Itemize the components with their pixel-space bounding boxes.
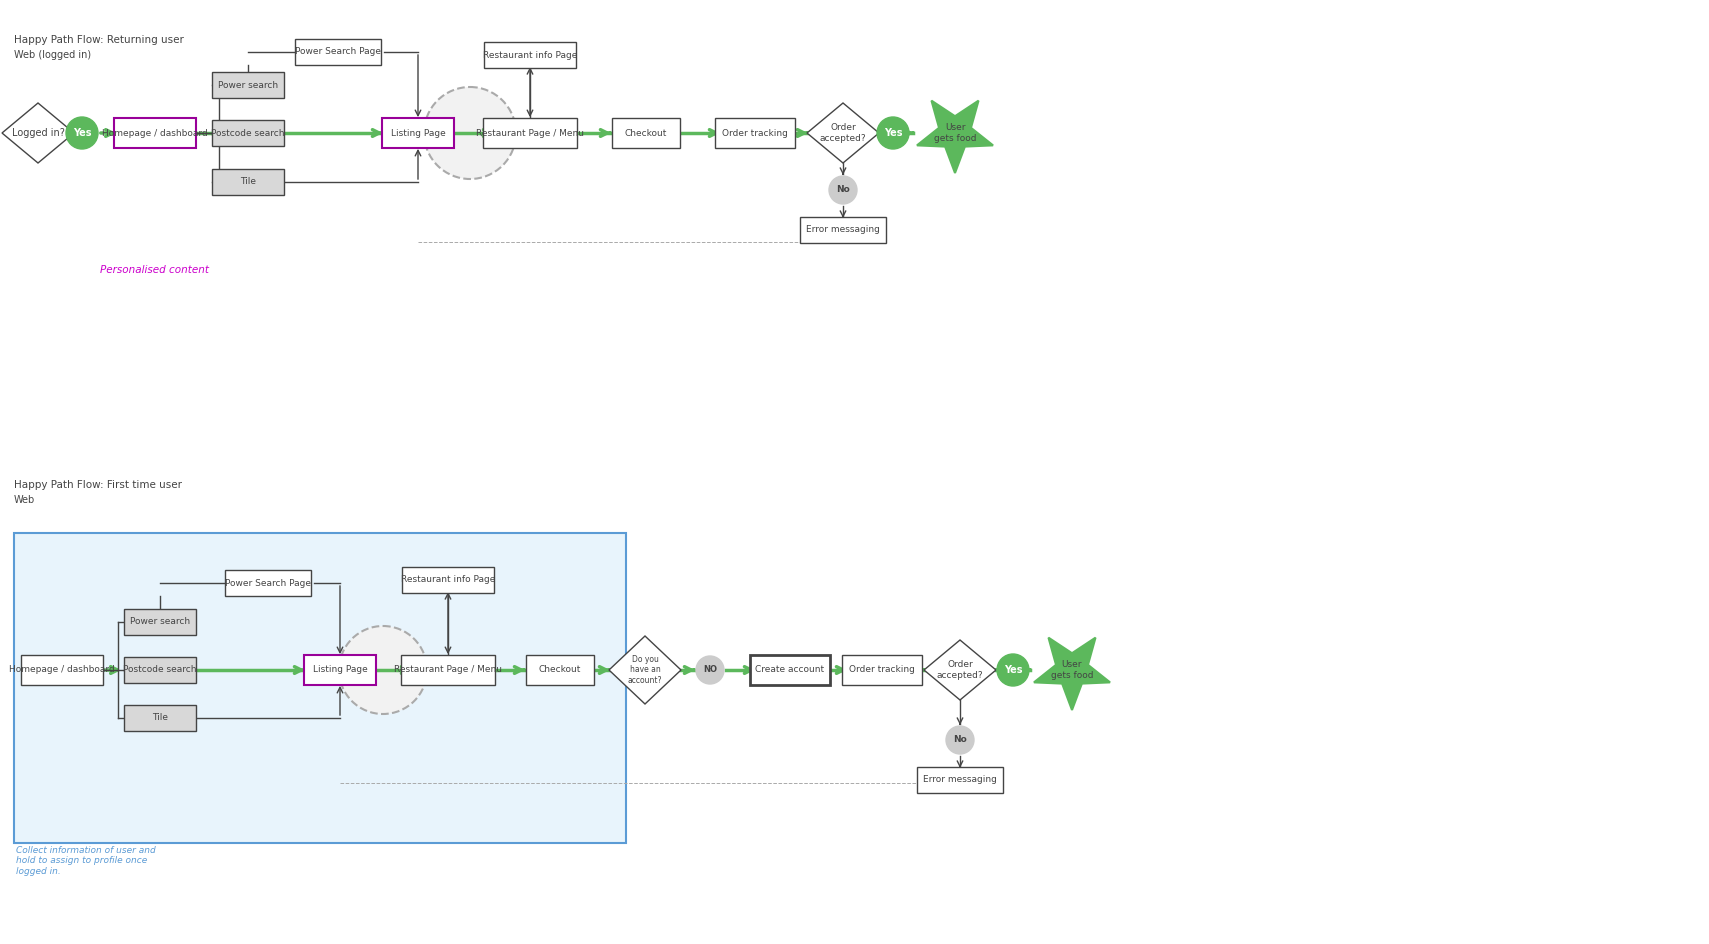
Text: Tile: Tile — [152, 714, 167, 722]
Circle shape — [947, 726, 974, 754]
Text: Yes: Yes — [884, 128, 902, 138]
FancyBboxPatch shape — [484, 118, 578, 148]
Polygon shape — [608, 636, 680, 704]
Polygon shape — [918, 101, 993, 173]
FancyBboxPatch shape — [714, 118, 795, 148]
FancyBboxPatch shape — [800, 217, 885, 243]
Circle shape — [829, 176, 856, 204]
Text: NO: NO — [702, 666, 718, 675]
Text: Checkout: Checkout — [538, 666, 581, 675]
Circle shape — [696, 656, 725, 684]
Text: Listing Page: Listing Page — [313, 666, 367, 675]
Text: Order tracking: Order tracking — [723, 128, 788, 138]
Text: Yes: Yes — [1003, 665, 1022, 675]
Text: Order
accepted?: Order accepted? — [937, 660, 983, 680]
FancyBboxPatch shape — [125, 609, 197, 635]
Text: Restaurant Page / Menu: Restaurant Page / Menu — [477, 128, 584, 138]
FancyBboxPatch shape — [226, 570, 311, 596]
FancyBboxPatch shape — [383, 118, 455, 148]
Text: Postcode search: Postcode search — [212, 128, 285, 138]
Text: Order tracking: Order tracking — [849, 666, 914, 675]
FancyBboxPatch shape — [402, 567, 494, 593]
Text: Power Search Page: Power Search Page — [296, 47, 381, 57]
FancyBboxPatch shape — [125, 657, 197, 683]
Text: Order
accepted?: Order accepted? — [820, 124, 866, 143]
Text: Happy Path Flow: Returning user: Happy Path Flow: Returning user — [14, 35, 185, 45]
Text: Restaurant info Page: Restaurant info Page — [484, 50, 578, 59]
Text: Homepage / dashboard: Homepage / dashboard — [103, 128, 208, 138]
Text: Yes: Yes — [73, 128, 91, 138]
FancyBboxPatch shape — [612, 118, 680, 148]
Text: Web (logged in): Web (logged in) — [14, 50, 91, 60]
FancyBboxPatch shape — [212, 72, 284, 98]
Polygon shape — [807, 103, 878, 163]
Text: User
gets food: User gets food — [1051, 660, 1094, 680]
Text: Do you
have an
account?: Do you have an account? — [627, 655, 663, 685]
Circle shape — [424, 87, 516, 179]
Text: Power Search Page: Power Search Page — [226, 579, 311, 587]
FancyBboxPatch shape — [125, 705, 197, 731]
Text: Create account: Create account — [755, 666, 824, 675]
FancyBboxPatch shape — [526, 655, 595, 685]
Text: Error messaging: Error messaging — [923, 776, 996, 784]
Text: Restaurant Page / Menu: Restaurant Page / Menu — [395, 666, 502, 675]
Text: Restaurant info Page: Restaurant info Page — [402, 576, 496, 584]
Polygon shape — [2, 103, 73, 163]
FancyBboxPatch shape — [212, 169, 284, 195]
Text: Collect information of user and
hold to assign to profile once
logged in.: Collect information of user and hold to … — [15, 846, 156, 876]
Text: Homepage / dashboard: Homepage / dashboard — [9, 666, 115, 675]
FancyBboxPatch shape — [115, 118, 197, 148]
Text: Happy Path Flow: First time user: Happy Path Flow: First time user — [14, 480, 181, 490]
FancyBboxPatch shape — [212, 120, 284, 146]
Text: Power search: Power search — [130, 617, 190, 627]
Text: Error messaging: Error messaging — [807, 226, 880, 234]
FancyBboxPatch shape — [484, 42, 576, 68]
Text: Listing Page: Listing Page — [391, 128, 446, 138]
Text: No: No — [954, 735, 967, 745]
Circle shape — [877, 117, 909, 149]
FancyBboxPatch shape — [296, 39, 381, 65]
Text: Web: Web — [14, 495, 36, 505]
FancyBboxPatch shape — [843, 655, 921, 685]
Polygon shape — [1034, 637, 1111, 710]
Circle shape — [996, 654, 1029, 686]
Text: Power search: Power search — [219, 80, 279, 90]
Text: Personalised content: Personalised content — [101, 265, 210, 275]
Text: Postcode search: Postcode search — [123, 666, 197, 675]
Polygon shape — [925, 640, 996, 700]
Text: No: No — [836, 186, 849, 194]
Text: Logged in?: Logged in? — [12, 128, 65, 138]
Text: User
gets food: User gets food — [933, 124, 976, 143]
FancyBboxPatch shape — [14, 533, 625, 843]
Circle shape — [338, 626, 427, 714]
FancyBboxPatch shape — [918, 767, 1003, 793]
Text: Tile: Tile — [239, 177, 256, 187]
FancyBboxPatch shape — [304, 655, 376, 685]
FancyBboxPatch shape — [402, 655, 496, 685]
Circle shape — [67, 117, 97, 149]
Text: Checkout: Checkout — [625, 128, 667, 138]
FancyBboxPatch shape — [750, 655, 831, 685]
FancyBboxPatch shape — [21, 655, 103, 685]
